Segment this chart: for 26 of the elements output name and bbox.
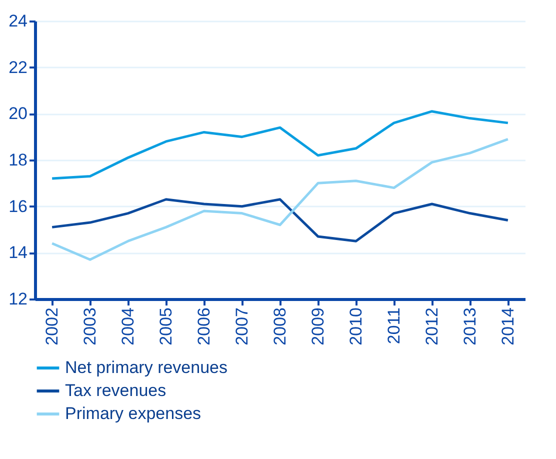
legend-label: Net primary revenues <box>65 358 228 377</box>
y-tick-label: 14 <box>8 243 28 262</box>
x-tick-label: 2013 <box>460 308 480 346</box>
x-tick-label: 2012 <box>422 308 442 346</box>
line-series <box>50 198 510 242</box>
line-series <box>50 110 510 180</box>
x-tick-label: 2010 <box>346 308 366 346</box>
x-tick-label: 2003 <box>80 308 100 346</box>
x-tick-label: 2006 <box>194 308 214 346</box>
x-tick-label: 2011 <box>384 308 404 344</box>
x-tick-label: 2005 <box>156 308 176 346</box>
line-series <box>50 138 510 261</box>
y-tick-label: 18 <box>8 150 28 170</box>
y-tick-label: 16 <box>8 196 28 216</box>
x-tick-label: 2007 <box>232 308 252 346</box>
y-tick-label: 12 <box>8 290 28 308</box>
x-tick-label: 2014 <box>498 308 518 346</box>
y-tick-label: 20 <box>8 104 28 124</box>
x-tick-label: 2002 <box>42 308 62 346</box>
legend-label: Primary expenses <box>65 404 202 423</box>
x-tick-label: 2008 <box>270 308 290 346</box>
x-tick-label: 2009 <box>308 308 328 346</box>
y-tick-label: 24 <box>8 12 28 30</box>
x-tick-label: 2004 <box>118 308 138 346</box>
y-tick-label: 22 <box>8 58 28 77</box>
legend-label: Tax revenues <box>65 381 166 400</box>
